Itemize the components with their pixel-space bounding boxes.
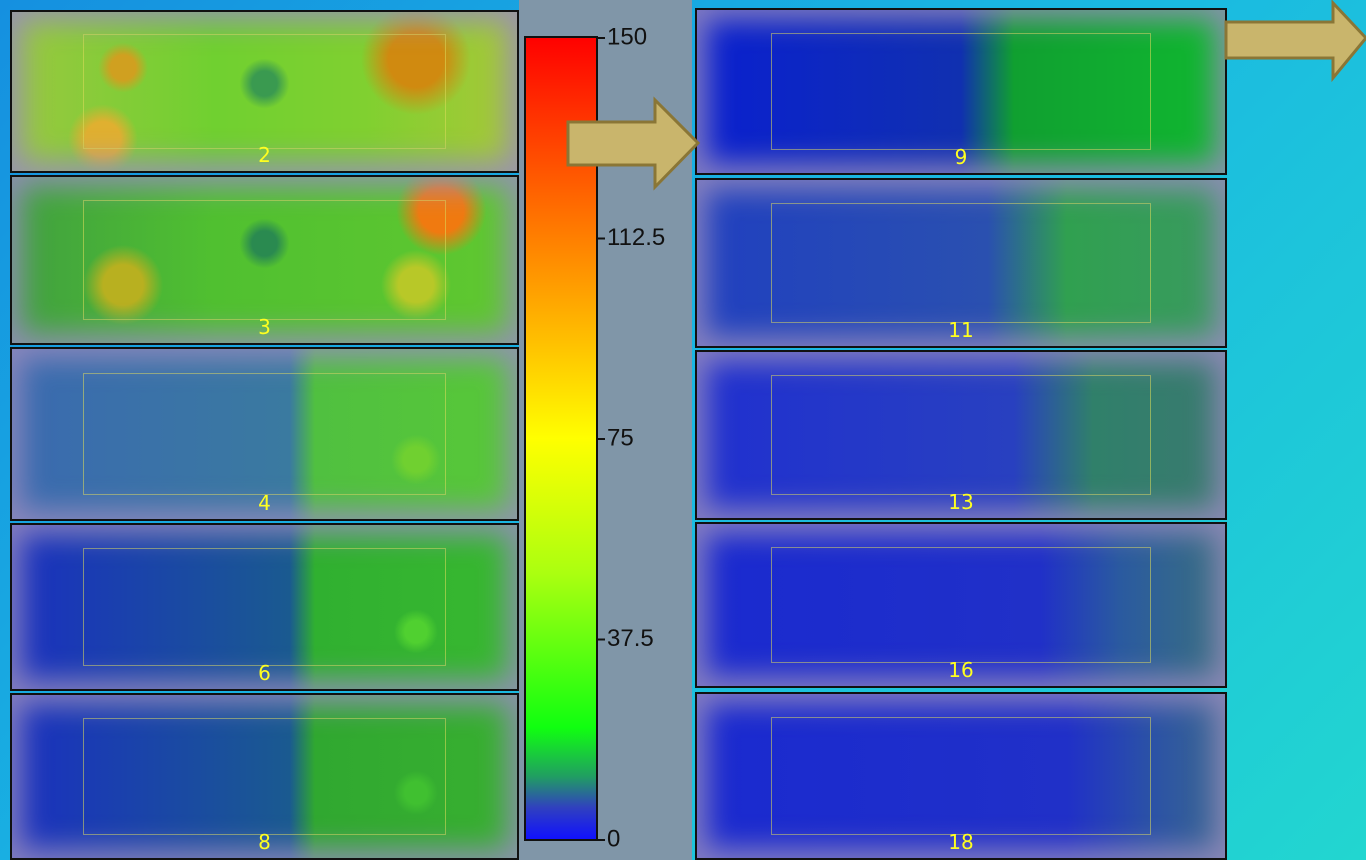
bounding-box [770,546,1152,664]
bounding-box [82,547,447,667]
bounding-box [82,34,447,149]
tick-label: 150 [607,23,647,50]
volume-render: 8 [10,693,519,860]
bounding-box [770,375,1152,495]
volume-render: 6 [10,523,519,691]
tick-label: 37.5 [607,625,654,652]
tick-label: 75 [607,424,634,451]
colorbar [524,36,598,841]
panel-label: 18 [948,830,974,854]
panel-label: 4 [258,491,271,515]
panel-label: 2 [258,143,271,167]
panel-label: 13 [948,490,974,514]
panel-label: 11 [948,318,974,342]
bounding-box [770,32,1152,151]
volume-render: 18 [695,692,1227,860]
tick-label: 112.5 [607,224,665,251]
arrow [1224,0,1366,83]
bounding-box [82,200,447,320]
volume-render: 16 [695,522,1227,688]
arrow [566,96,701,191]
panel-label: 9 [954,145,968,169]
volume-render: 9 [695,8,1227,175]
panel-label: 6 [258,661,271,685]
panel-label: 16 [948,658,974,682]
tick-label: 0 [607,825,620,852]
bounding-box [82,372,447,496]
volume-render: 3 [10,175,519,345]
bounding-box [770,716,1152,836]
volume-render: 4 [10,347,519,521]
panel-label: 3 [258,315,271,339]
volume-render: 2 [10,10,519,173]
panel-label: 8 [258,830,271,854]
volume-render: 13 [695,350,1227,520]
bounding-box [82,717,447,836]
volume-render: 11 [695,178,1227,348]
bounding-box [770,203,1152,323]
